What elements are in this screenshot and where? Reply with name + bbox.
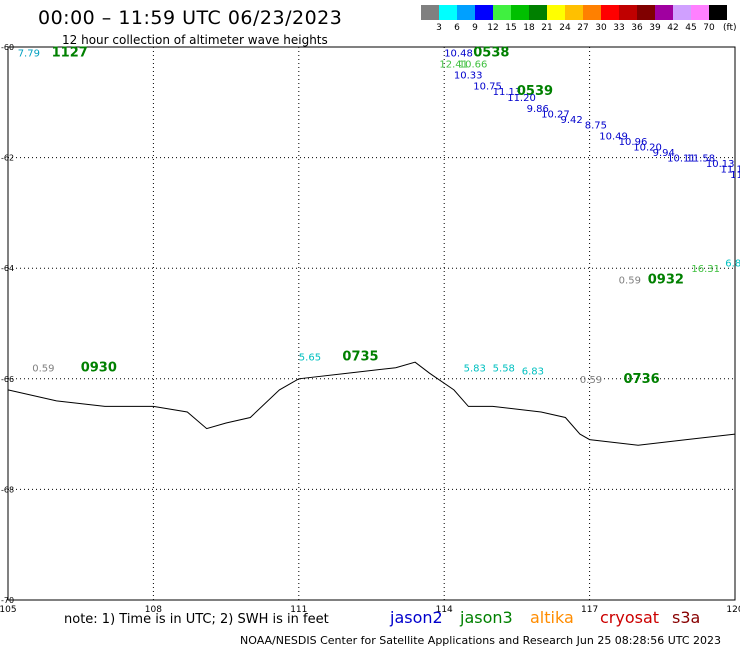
legend-label: 39 bbox=[649, 23, 661, 33]
wave-height-label: 10.66 bbox=[459, 60, 488, 71]
legend-swatch bbox=[673, 5, 691, 20]
observation-time-label: 0538 bbox=[473, 46, 509, 61]
legend-swatch bbox=[637, 5, 655, 20]
legend-label: 33 bbox=[613, 23, 625, 33]
satellite-jason2: jason2 bbox=[390, 608, 443, 627]
observation-time-label: 0930 bbox=[81, 361, 117, 376]
wave-height-label: 10.11 bbox=[667, 154, 696, 165]
footer-note: note: 1) Time is in UTC; 2) SWH is in fe… bbox=[64, 612, 329, 627]
wave-height-label: 8.75 bbox=[585, 120, 607, 131]
satellite-s3a: s3a bbox=[672, 608, 701, 627]
legend-label: 9 bbox=[472, 23, 478, 33]
wave-height-label: 5.65 bbox=[299, 353, 321, 364]
wave-height-label: 16.31 bbox=[691, 264, 720, 275]
observations-layer: 7.79 10.48 0538 12.4110.6610.3310.7511.1305… bbox=[18, 46, 740, 387]
wave-height-label: 10.13 bbox=[706, 159, 735, 170]
wave-height-label: 10.49 bbox=[599, 131, 628, 142]
legend-label: 45 bbox=[685, 23, 697, 33]
legend-swatch bbox=[457, 5, 475, 20]
wave-height-label: 6.86 bbox=[725, 259, 740, 270]
legend-label: 70 bbox=[703, 23, 715, 33]
page-title: 00:00 – 11:59 UTC 06/23/2023 bbox=[38, 7, 343, 29]
wave-height-label: 5.58 bbox=[493, 364, 515, 375]
wave-height-label: 11.13 bbox=[493, 87, 522, 98]
legend-swatch bbox=[709, 5, 727, 20]
wave-height-label: 12.41 bbox=[439, 60, 468, 71]
wave-height-label: 10.75 bbox=[473, 82, 502, 93]
x-tick-label: 111 bbox=[290, 605, 307, 615]
legend-swatch bbox=[439, 5, 457, 20]
wave-height-label: 0.59 bbox=[580, 375, 602, 386]
legend-label: 36 bbox=[631, 23, 643, 33]
wave-height-label: 6.83 bbox=[522, 367, 544, 378]
wave-height-label: 5.83 bbox=[464, 364, 486, 375]
x-tick-label: 120 bbox=[726, 605, 740, 615]
legend-label: 42 bbox=[667, 23, 679, 33]
legend-swatch bbox=[619, 5, 637, 20]
satellite-altika: altika bbox=[530, 608, 574, 627]
legend-label: 21 bbox=[541, 23, 553, 33]
legend-swatch bbox=[475, 5, 493, 20]
legend-swatch bbox=[421, 5, 439, 20]
wave-height-label: 11.16 bbox=[730, 170, 740, 181]
observation-time-label: 0539 bbox=[517, 84, 553, 99]
legend-swatch bbox=[691, 5, 709, 20]
legend-label: 27 bbox=[577, 23, 589, 33]
wave-height-label: 10.33 bbox=[454, 71, 483, 82]
wave-height-label: 11.20 bbox=[507, 93, 536, 104]
wave-height-label: 9.86 bbox=[527, 104, 549, 115]
x-tick-label: 114 bbox=[436, 605, 453, 615]
footer-credit: NOAA/NESDIS Center for Satellite Applica… bbox=[240, 634, 722, 647]
observation-time-label: 1127 bbox=[52, 46, 88, 61]
legend-swatch bbox=[583, 5, 601, 20]
satellite-jason3: jason3 bbox=[460, 608, 513, 627]
legend-label: 18 bbox=[523, 23, 535, 33]
y-tick-label: -66 bbox=[1, 375, 14, 384]
legend-label: 15 bbox=[505, 23, 517, 33]
y-tick-label: -68 bbox=[1, 485, 14, 494]
x-tick-label: 108 bbox=[145, 605, 162, 615]
observation-time-label: 0932 bbox=[648, 272, 684, 287]
satellite-cryosat: cryosat bbox=[600, 608, 660, 627]
y-tick-label: -62 bbox=[1, 154, 14, 163]
x-tick-label: 117 bbox=[581, 605, 598, 615]
legend-label: 30 bbox=[595, 23, 607, 33]
y-tick-label: -70 bbox=[1, 596, 14, 605]
legend-swatch bbox=[547, 5, 565, 20]
legend-label: 24 bbox=[559, 23, 571, 33]
legend-label: 6 bbox=[454, 23, 460, 33]
wave-height-label: 10.27 bbox=[541, 109, 570, 120]
legend-swatch bbox=[529, 5, 547, 20]
legend-label: 3 bbox=[436, 23, 442, 33]
legend-swatch bbox=[511, 5, 529, 20]
legend-unit: (ft) bbox=[723, 23, 737, 33]
wave-height-label: 7.79 bbox=[18, 49, 40, 60]
wave-height-label: 9.94 bbox=[653, 148, 675, 159]
observation-time-label: 0736 bbox=[624, 372, 660, 387]
wave-height-label: 11.58 bbox=[687, 154, 716, 165]
wave-height-label: 10.48 bbox=[444, 49, 473, 60]
wave-height-label: 11.12 bbox=[720, 165, 740, 176]
y-tick-labels: -60 -62 -64 -66 -68 -70 bbox=[1, 43, 14, 605]
legend-swatch bbox=[565, 5, 583, 20]
x-tick-label: 105 bbox=[0, 605, 17, 615]
coastline bbox=[7, 361, 736, 446]
y-tick-label: -60 bbox=[1, 43, 14, 52]
wave-height-label: 0.59 bbox=[619, 275, 641, 286]
y-tick-label: -64 bbox=[1, 264, 14, 273]
legend-swatch bbox=[601, 5, 619, 20]
observation-time-label: 0735 bbox=[342, 350, 378, 365]
legend-swatch bbox=[655, 5, 673, 20]
wave-height-label: 9.42 bbox=[561, 115, 583, 126]
x-tick-labels: 105 108 111 114 117 120 bbox=[0, 605, 740, 615]
wave-height-label: 10.20 bbox=[633, 143, 662, 154]
map-frame bbox=[7, 46, 736, 601]
wave-height-label: 10.96 bbox=[619, 137, 648, 148]
wave-height-label: 0.59 bbox=[32, 364, 54, 375]
page-subtitle: 12 hour collection of altimeter wave hei… bbox=[62, 33, 328, 47]
map-grid bbox=[7, 46, 736, 601]
legend-label: 12 bbox=[487, 23, 499, 33]
legend-swatch bbox=[493, 5, 511, 20]
